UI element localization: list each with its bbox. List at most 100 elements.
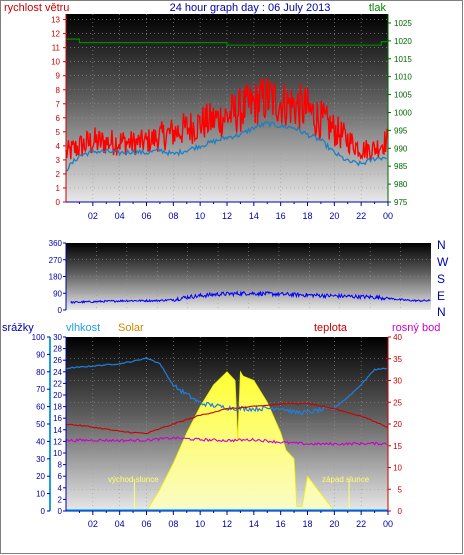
humidity-tick-label: 2: [58, 495, 63, 504]
temperature-tick-label: 10: [393, 464, 402, 473]
time-tick-label: 18: [302, 211, 312, 221]
direction-panel-axes: 0 90 180 270 360: [49, 239, 67, 315]
wind-panel-grid: [66, 14, 388, 202]
wind-speed-tick-label: 4: [56, 142, 61, 151]
time-tick-label: 20: [329, 211, 339, 221]
precip-tick-label: 50: [36, 420, 45, 429]
weather-time-tick-label: 18: [302, 519, 312, 529]
temperature-tick-label: 35: [393, 355, 402, 364]
wind-speed-line: [65, 77, 389, 160]
precip-tick-label: 70: [36, 385, 45, 394]
compass-n-bottom: N: [437, 305, 446, 319]
weather-time-tick-label: 12: [222, 519, 232, 529]
wind-direction-line: [70, 290, 431, 305]
pressure-tick-label: 1005: [394, 91, 412, 100]
humidity-tick-label: 22: [53, 379, 62, 388]
weather-time-tick-label: 02: [88, 519, 98, 529]
direction-tick-label: 0: [58, 306, 63, 315]
pressure-tick-label: 995: [394, 126, 408, 135]
humidity-tick-label: 10: [53, 449, 62, 458]
pressure-tick-label: 1015: [394, 55, 412, 64]
humidity-tick-label: 24: [53, 368, 62, 377]
humidity-tick-label: 30: [53, 333, 62, 342]
direction-tick-label: 180: [49, 273, 63, 282]
humidity-tick-label: 18: [53, 403, 62, 412]
wind-panel-axes: 0123456789101112139759809859909951000100…: [51, 14, 412, 221]
wind-speed-tick-label: 10: [51, 58, 60, 67]
sunset-label: západ slunce: [322, 475, 370, 484]
temperature-tick-label: 0: [398, 507, 403, 516]
direction-panel-series: [70, 290, 431, 305]
precip-tick-label: 100: [32, 333, 46, 342]
pressure-tick-label: 980: [394, 180, 408, 189]
time-tick-label: 14: [249, 211, 259, 221]
time-tick-label: 00: [383, 211, 393, 221]
wind-speed-tick-label: 5: [56, 128, 61, 137]
humidity-tick-label: 6: [58, 472, 63, 481]
precip-tick-label: 80: [36, 368, 45, 377]
precip-tick-label: 40: [36, 437, 45, 446]
direction-tick-label: 360: [49, 239, 63, 248]
weather-time-tick-label: 08: [168, 519, 178, 529]
wind-speed-tick-label: 9: [56, 72, 61, 81]
solar-axis-title: Solar: [118, 322, 144, 334]
time-tick-label: 04: [115, 211, 125, 221]
time-tick-label: 08: [168, 211, 178, 221]
precip-tick-label: 0: [41, 507, 46, 516]
compass-s: S: [437, 272, 445, 286]
time-tick-label: 22: [356, 211, 366, 221]
precip-tick-label: 60: [36, 403, 45, 412]
time-tick-label: 16: [276, 211, 286, 221]
compass-n-top: N: [437, 238, 446, 252]
pressure-tick-label: 1010: [394, 73, 412, 82]
wind-speed-tick-label: 2: [56, 170, 61, 179]
temperature-axis-title: teplota: [314, 322, 348, 334]
wind-speed-tick-label: 6: [56, 114, 61, 123]
precip-tick-label: 30: [36, 455, 45, 464]
weather-time-tick-label: 20: [329, 519, 339, 529]
wind-panel-series: [65, 38, 389, 172]
temperature-tick-label: 40: [393, 333, 402, 342]
time-tick-label: 10: [195, 211, 205, 221]
temperature-tick-label: 30: [393, 377, 402, 386]
pressure-tick-label: 1000: [394, 108, 412, 117]
humidity-tick-label: 16: [53, 414, 62, 423]
wind-speed-tick-label: 11: [52, 44, 61, 53]
time-tick-label: 12: [222, 211, 232, 221]
precip-tick-label: 10: [36, 490, 45, 499]
temperature-tick-label: 5: [398, 485, 403, 494]
compass-e: E: [437, 289, 445, 303]
weather-time-tick-label: 10: [195, 519, 205, 529]
time-tick-label: 02: [88, 211, 98, 221]
wind-speed-axis-title: rychlost větru: [4, 2, 69, 14]
humidity-tick-label: 26: [53, 356, 62, 365]
temperature-tick-label: 20: [393, 420, 402, 429]
humidity-tick-label: 4: [58, 484, 63, 493]
precip-tick-label: 20: [36, 472, 45, 481]
wind-speed-tick-label: 7: [56, 100, 61, 109]
wind-speed-tick-label: 12: [51, 30, 60, 39]
humidity-axis-title: vlhkost: [66, 322, 100, 334]
chart-title: 24 hour graph day : 06 July 2013: [170, 2, 331, 14]
sunrise-label: východ slunce: [108, 475, 159, 484]
pressure-tick-label: 1025: [394, 19, 412, 28]
wind-average-line: [65, 120, 387, 172]
compass-labels: N W S E N: [437, 238, 449, 319]
wind-speed-tick-label: 8: [56, 86, 61, 95]
pressure-line: [66, 38, 389, 46]
weather-time-tick-label: 14: [249, 519, 259, 529]
weather-time-tick-label: 00: [383, 519, 393, 529]
weather-time-tick-label: 04: [115, 519, 125, 529]
time-tick-label: 06: [141, 211, 151, 221]
humidity-tick-label: 8: [58, 461, 63, 470]
humidity-tick-label: 12: [53, 437, 62, 446]
direction-panel-grid: [66, 243, 431, 310]
weather-panel-series: [65, 356, 389, 512]
precip-tick-label: 90: [36, 350, 45, 359]
weather-time-tick-label: 16: [276, 519, 286, 529]
dewpoint-line: [65, 436, 388, 446]
pressure-tick-label: 990: [394, 144, 408, 153]
direction-tick-label: 270: [49, 256, 63, 265]
